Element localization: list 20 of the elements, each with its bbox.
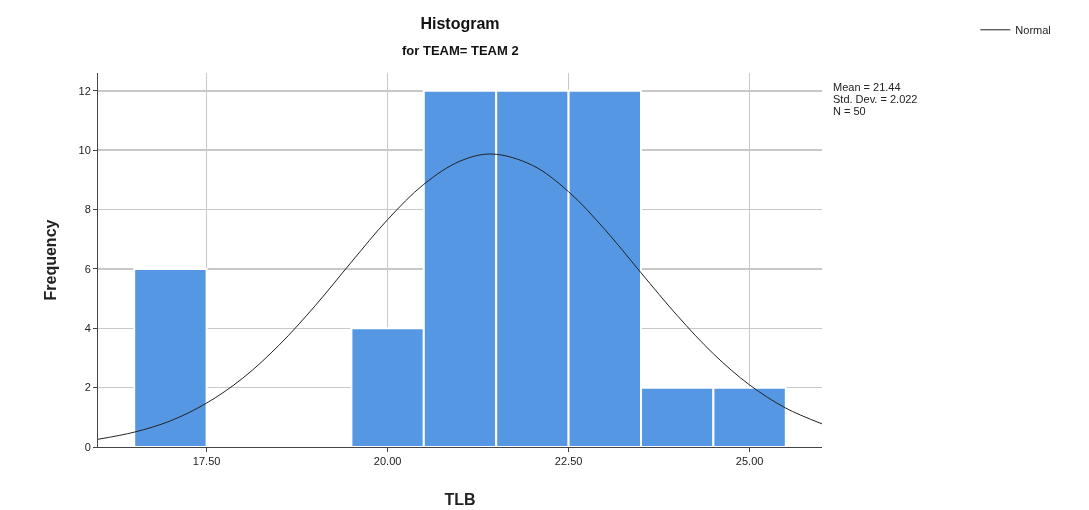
chart-title: Histogram bbox=[420, 14, 500, 32]
y-tick-label: 10 bbox=[78, 144, 91, 157]
text: Std. Dev. = 2.022 bbox=[833, 93, 918, 105]
x-tick-label: 22.50 bbox=[554, 455, 583, 468]
x-tick-label: 25.00 bbox=[735, 455, 764, 468]
x-tick-label: 20.00 bbox=[373, 455, 402, 468]
y-tick-label: 4 bbox=[84, 322, 91, 335]
text: Mean = 21.44 bbox=[833, 81, 901, 93]
x-tick-label: 17.50 bbox=[192, 455, 221, 468]
y-tick-label: 12 bbox=[78, 84, 91, 97]
y-tick-label: 8 bbox=[84, 203, 91, 216]
chart-subtitle: for TEAM= TEAM 2 bbox=[402, 43, 519, 58]
line-series bbox=[98, 153, 822, 440]
y-tick-label: 6 bbox=[84, 262, 91, 275]
y-tick-label: 0 bbox=[84, 440, 91, 453]
y-tick-label: 2 bbox=[84, 381, 91, 394]
text: N = 50 bbox=[833, 105, 866, 117]
x-axis-title: TLB bbox=[444, 491, 476, 508]
legend-label: Normal bbox=[1015, 24, 1051, 37]
y-axis-title: Frequency bbox=[42, 219, 59, 301]
